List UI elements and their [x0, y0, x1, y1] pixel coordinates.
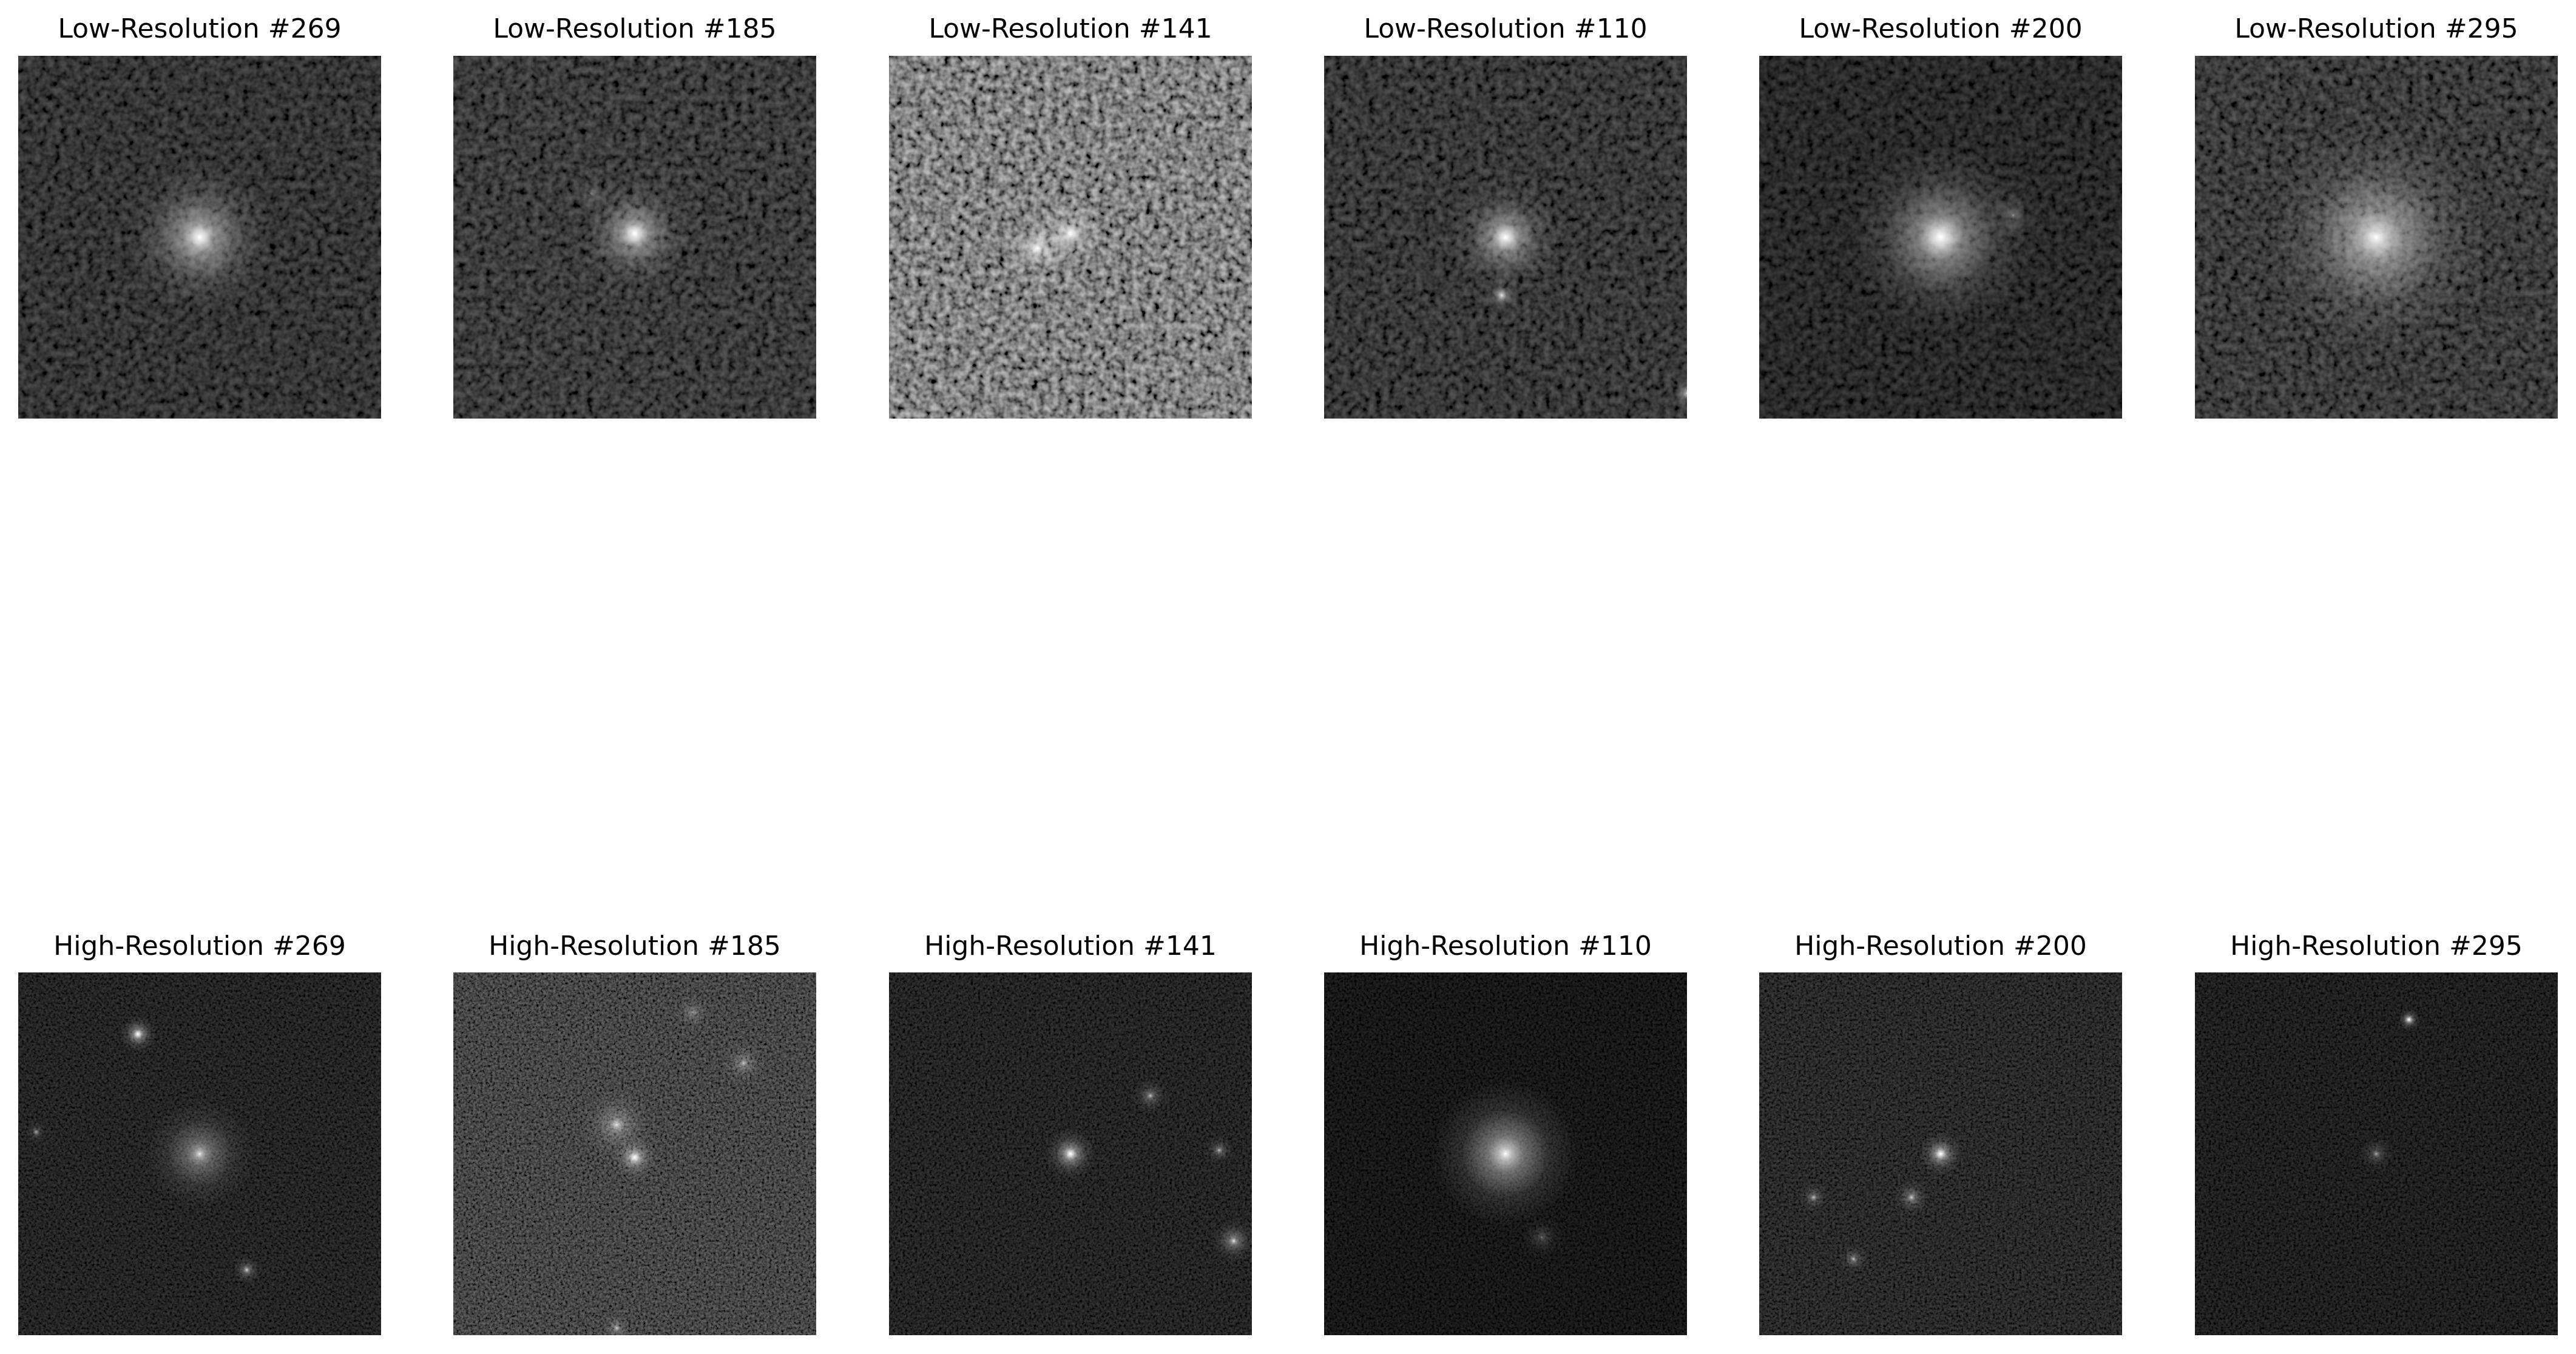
panel-title: High-Resolution #110: [1359, 931, 1652, 962]
source-core: [243, 1266, 251, 1274]
source-core: [2373, 1150, 2380, 1157]
panel-title: Low-Resolution #141: [928, 13, 1212, 44]
source-core: [1063, 1147, 1078, 1161]
source-core: [185, 223, 214, 252]
source-core: [1060, 223, 1081, 244]
source-core: [1146, 1092, 1154, 1100]
source-core: [32, 1128, 40, 1136]
source-core: [1495, 288, 1509, 303]
image-panel: [1324, 56, 1687, 419]
source-core: [1540, 1235, 1544, 1239]
image-panel: [453, 56, 816, 419]
image-panel: [889, 56, 1252, 419]
source-core: [587, 190, 595, 198]
source-core: [613, 1324, 621, 1332]
source-core: [1680, 386, 1687, 401]
image-panel: [2195, 56, 2558, 419]
source-core: [627, 1150, 642, 1165]
source-core: [740, 1059, 748, 1067]
image-panel: [18, 56, 381, 419]
image-panel: [1759, 972, 2122, 1335]
panel-title: High-Resolution #185: [488, 931, 781, 962]
source-core: [2404, 1015, 2413, 1024]
image-panel: [18, 972, 381, 1335]
panel-title: High-Resolution #200: [1794, 931, 2087, 962]
source-halo: [1669, 375, 1687, 412]
source-core: [1215, 1147, 1223, 1154]
image-panel: [2195, 972, 2558, 1335]
source-core: [132, 1028, 144, 1040]
panel-title: Low-Resolution #110: [1364, 13, 1647, 44]
panel-title: Low-Resolution #269: [58, 13, 341, 44]
source-core: [192, 1147, 207, 1161]
source-core: [1850, 1255, 1858, 1263]
source-core: [1919, 215, 1962, 259]
panel-title: Low-Resolution #200: [1799, 13, 2082, 44]
panel-title: High-Resolution #269: [53, 931, 346, 962]
source-core: [691, 1010, 695, 1014]
source-core: [620, 219, 649, 248]
image-panel: [1324, 972, 1687, 1335]
source-core: [1491, 223, 1520, 252]
source-core: [1498, 1147, 1513, 1161]
source-core: [1908, 1193, 1916, 1201]
source-core: [1810, 1193, 1817, 1201]
panel-title: High-Resolution #141: [924, 931, 1217, 962]
panel-title: High-Resolution #295: [2230, 931, 2523, 962]
source-core: [2362, 223, 2391, 252]
source-core: [2009, 212, 2017, 220]
image-panel: [889, 972, 1252, 1335]
panel-title: Low-Resolution #185: [493, 13, 776, 44]
image-panel: [1759, 56, 2122, 419]
source-core: [609, 1117, 624, 1133]
source-core: [1230, 1237, 1238, 1245]
image-panel: [453, 972, 816, 1335]
source-core: [1933, 1147, 1948, 1161]
panel-title: Low-Resolution #295: [2234, 13, 2518, 44]
